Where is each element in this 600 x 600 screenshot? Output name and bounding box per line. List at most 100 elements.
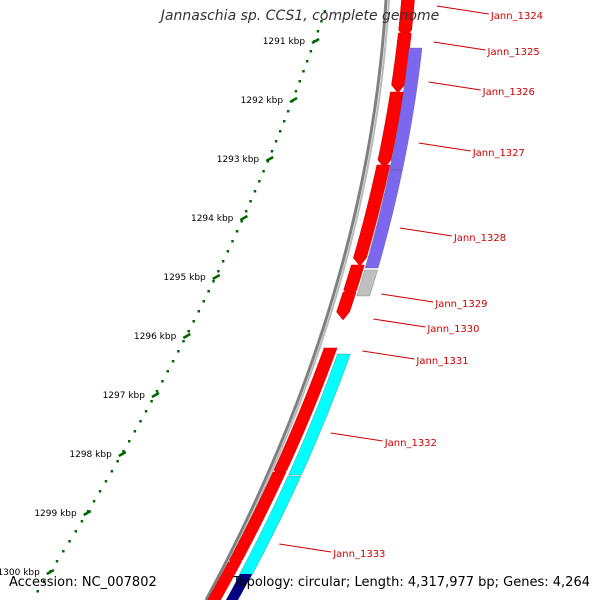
gene-label-layer: Jann_1324 Jann_1325 Jann_1326 Jann_1327 Jann… — [279, 5, 543, 560]
accession-text: Accession: NC_007802 — [9, 575, 157, 590]
gene-arrow — [353, 164, 391, 267]
ruler-dot — [98, 490, 102, 493]
ruler-dot — [221, 260, 225, 263]
ruler-tick — [239, 214, 249, 222]
backbone-line — [204, 0, 388, 600]
genome-backbone — [204, 0, 390, 600]
ruler-tick — [212, 273, 221, 281]
ruler-dot — [274, 140, 278, 143]
ruler-dot — [36, 590, 40, 593]
ruler-dot — [116, 460, 119, 463]
ruler-tick-label: 1291 kbp — [263, 37, 306, 47]
ruler-dot — [80, 520, 84, 523]
gene-label: Jann_1333 — [332, 549, 385, 560]
gene-label-leader — [399, 227, 452, 237]
feature-block-dark — [226, 574, 253, 600]
feature-track — [226, 47, 423, 600]
ruler-dot — [155, 390, 159, 393]
ruler-dot — [286, 110, 290, 113]
ruler-dot — [166, 370, 170, 373]
ruler-tick-label: 1294 kbp — [191, 214, 234, 224]
ruler-tick — [182, 332, 191, 340]
ruler-dot — [282, 120, 286, 123]
ruler-dot — [42, 580, 46, 583]
ruler-dot — [235, 230, 239, 233]
ruler-tick-label: 1297 kbp — [103, 391, 146, 401]
topology-text: Topology: circular; Length: 4,317,977 bp… — [232, 575, 590, 590]
ruler-tick-label: 1300 kbp — [0, 568, 40, 578]
ruler-dot — [150, 400, 153, 403]
ruler-dot — [309, 50, 313, 53]
ruler-dot — [294, 90, 298, 93]
ruler-tick — [151, 391, 160, 399]
ruler-dot — [217, 270, 220, 273]
gene-label: Jann_1330 — [426, 324, 479, 335]
ruler-dot — [278, 130, 282, 133]
ruler-dot — [192, 320, 195, 323]
ruler-tick-label: 1299 kbp — [34, 509, 77, 519]
ruler-dot — [305, 60, 309, 63]
ruler-dot — [202, 300, 205, 303]
ruler-dot — [177, 350, 180, 353]
ruler-tick-label: 1296 kbp — [134, 332, 177, 342]
ruler-dot — [92, 500, 96, 503]
ruler-dot — [139, 420, 142, 423]
ruler-dot — [240, 220, 243, 223]
ruler-tick-label: 1298 kbp — [69, 450, 112, 460]
gene-label-leader — [330, 432, 383, 442]
gene-label-leader — [418, 142, 471, 152]
ruler-dot — [161, 380, 164, 383]
ruler-dot — [244, 210, 248, 213]
ruler-tick-label: 1293 kbp — [217, 155, 260, 165]
ruler-dot — [212, 280, 215, 283]
gene-label-leader — [436, 5, 489, 15]
gene-arrow — [207, 561, 242, 600]
gene-label: Jann_1324 — [490, 11, 543, 22]
ruler-dot — [133, 430, 137, 433]
ruler-dot — [182, 340, 185, 343]
ruler-dot — [302, 70, 305, 73]
ruler-tick — [289, 96, 298, 104]
ruler-dot — [127, 440, 131, 443]
ruler-dot — [316, 30, 320, 33]
ruler-tick — [83, 509, 92, 517]
ruler-dot — [122, 450, 125, 453]
ruler-dot — [323, 10, 327, 13]
ruler-dot — [207, 290, 210, 293]
gene-label-leader — [362, 350, 415, 360]
ruler-tick-label: 1295 kbp — [163, 273, 206, 283]
gene-label-leader — [433, 41, 486, 51]
ruler-dot — [249, 200, 252, 203]
kbp-ruler: 1291 kbp 1292 kbp 1293 kbp 1294 kbp 1295 kbp… — [0, 10, 327, 593]
feature-block — [288, 353, 351, 476]
gene-label: Jann_1331 — [415, 356, 468, 367]
gene-label: Jann_1326 — [482, 87, 535, 98]
ruler-dot — [197, 310, 201, 313]
ruler-dot — [231, 240, 234, 243]
feature-block — [356, 269, 378, 297]
ruler-dot — [104, 480, 108, 483]
map-title: Jannaschia sp. CCS1, complete genome — [160, 8, 440, 24]
gene-label: Jann_1332 — [384, 438, 437, 449]
ruler-dot — [253, 190, 257, 193]
backbone-line-inner — [208, 0, 390, 600]
ruler-dot — [62, 550, 65, 553]
forward-gene-track — [207, 0, 415, 600]
ruler-dot — [171, 360, 175, 363]
gene-label: Jann_1325 — [487, 47, 540, 58]
ruler-dot — [226, 250, 230, 253]
ruler-dot — [74, 530, 78, 533]
ruler-dot — [68, 540, 71, 543]
ruler-dot — [55, 560, 59, 563]
feature-block — [236, 475, 302, 581]
ruler-dot — [298, 80, 301, 83]
ruler-tick — [118, 450, 127, 458]
gene-label-leader — [381, 293, 434, 303]
ruler-dot — [144, 410, 148, 413]
ruler-dot — [110, 470, 114, 473]
gene-label-leader — [428, 81, 481, 91]
gene-label: Jann_1329 — [434, 299, 487, 310]
ruler-dot — [320, 20, 323, 23]
ruler-tick — [265, 155, 274, 163]
